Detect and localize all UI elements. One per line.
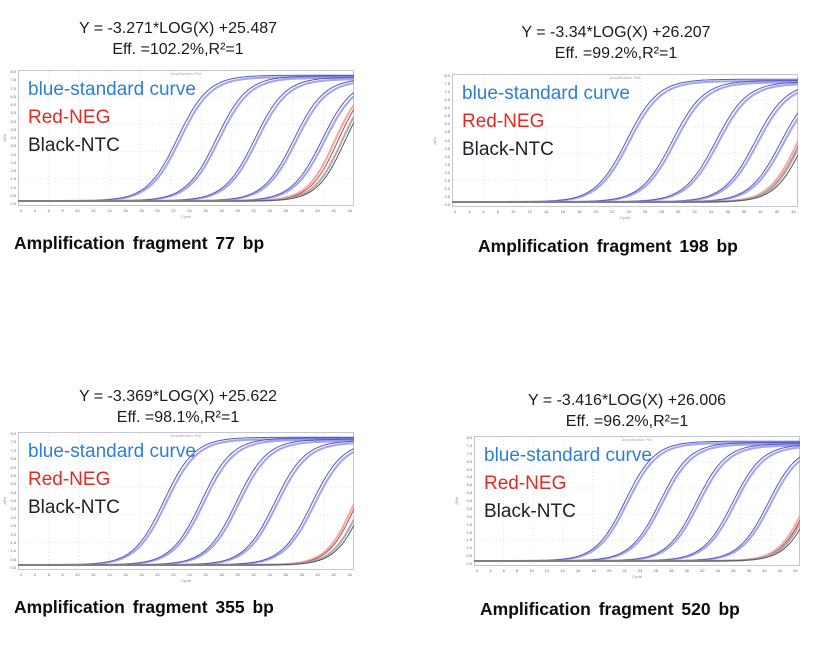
- regression-equation: Y = -3.34*LOG(X) +26.207: [521, 24, 711, 41]
- figure-caption: Amplification fragment 355 bp: [14, 597, 274, 617]
- figure-caption: Amplification fragment 198 bp: [478, 236, 738, 256]
- x-axis-ticks: 2 4 6 8 10 12 14 16 18 20 22 24 26 28 30 32 34 36 38 40 42 44: [20, 572, 352, 577]
- qpcr-panel-77bp: Y = -3.271*LOG(X) +25.487 Eff. =102.2%,R…: [0, 18, 356, 254]
- legend-standard-curve: blue-standard curve: [28, 441, 196, 462]
- plot-title: Amplification Plot: [170, 71, 202, 76]
- qpcr-panel-520bp: Y = -3.416*LOG(X) +26.006 Eff. =96.2%,R²…: [452, 390, 802, 620]
- figure-caption: Amplification fragment 520 bp: [480, 599, 740, 619]
- legend-neg: Red-NEG: [462, 111, 545, 132]
- y-axis-ticks: 8.0 7.5 7.0 6.5 6.0 5.5 5.0 4.5 4.0 3.5 3.0 2.5 2.0 1…: [10, 431, 16, 570]
- y-axis-label: ΔRn: [1, 497, 7, 505]
- legend-neg: Red-NEG: [28, 107, 111, 128]
- x-axis-ticks: 2 4 6 8 10 12 14 16 18 20 22 24 26 28 30 32 34 36 38 40 42 44: [476, 568, 798, 573]
- legend-neg: Red-NEG: [484, 473, 567, 494]
- plot-title: Amplification Plot: [609, 75, 641, 80]
- regression-equation: Y = -3.369*LOG(X) +25.622: [78, 388, 278, 405]
- x-axis-label: Cycle: [619, 215, 630, 220]
- x-axis-label: Cycle: [631, 574, 642, 579]
- y-axis-label: ΔRn: [453, 497, 459, 505]
- efficiency-text: Eff. =96.2%,R²=1: [565, 413, 689, 430]
- plot-legend: blue-standard curve Red-NEG Black-NTC: [28, 438, 196, 522]
- amplification-plot: [18, 432, 354, 570]
- legend-ntc: Black-NTC: [28, 135, 120, 156]
- efficiency-text: Eff. =98.1%,R²=1: [116, 409, 240, 426]
- legend-neg: Red-NEG: [28, 469, 111, 490]
- y-axis-ticks: 8.0 7.5 7.0 6.5 6.0 5.5 5.0 4.5 4.0 3.5 3.0 2.5 2.0 1…: [444, 73, 450, 207]
- plot-legend: blue-standard curve Red-NEG Black-NTC: [28, 76, 196, 160]
- regression-equation: Y = -3.271*LOG(X) +25.487: [78, 20, 278, 37]
- legend-ntc: Black-NTC: [462, 139, 554, 160]
- y-axis-ticks: 8.0 7.5 7.0 6.5 6.0 5.5 5.0 4.5 4.0 3.5 3.0 2.5 2.0 1…: [10, 69, 16, 206]
- amplification-plot: [452, 74, 798, 207]
- legend-standard-curve: blue-standard curve: [484, 445, 652, 466]
- plot-title: Amplification Plot: [621, 437, 653, 442]
- legend-standard-curve: blue-standard curve: [28, 79, 196, 100]
- y-axis-label: ΔRn: [431, 136, 437, 145]
- y-axis-ticks: 8.0 7.5 7.0 6.5 6.0 5.5 5.0 4.5 4.0 3.5 3.0 2.5 2.0 1…: [466, 435, 472, 566]
- legend-ntc: Black-NTC: [484, 501, 576, 522]
- plot-title: Amplification Plot: [170, 433, 202, 438]
- efficiency-text: Eff. =99.2%,R²=1: [554, 45, 678, 62]
- regression-equation: Y = -3.416*LOG(X) +26.006: [527, 392, 727, 409]
- qpcr-panel-198bp: Y = -3.34*LOG(X) +26.207 Eff. =99.2%,R²=…: [430, 22, 802, 257]
- x-axis-ticks: 2 4 6 8 10 12 14 16 18 20 22 24 26 28 30 32 34 36 38 40 42 44: [20, 208, 352, 213]
- amplification-plot: [474, 436, 800, 566]
- legend-standard-curve: blue-standard curve: [462, 83, 630, 104]
- legend-ntc: Black-NTC: [28, 497, 120, 518]
- amplification-plot: [18, 70, 354, 206]
- x-axis-ticks: 2 4 6 8 10 12 14 16 18 20 22 24 26 28 30 32 34 36 38 40 42 44: [454, 209, 796, 214]
- plot-legend: blue-standard curve Red-NEG Black-NTC: [462, 80, 630, 164]
- y-axis-label: ΔRn: [1, 134, 7, 142]
- x-axis-label: Cycle: [180, 578, 191, 583]
- plot-legend: blue-standard curve Red-NEG Black-NTC: [484, 442, 652, 526]
- x-axis-label: Cycle: [180, 214, 191, 219]
- efficiency-text: Eff. =102.2%,R²=1: [112, 41, 244, 58]
- qpcr-panel-355bp: Y = -3.369*LOG(X) +25.622 Eff. =98.1%,R²…: [0, 386, 356, 618]
- figure-caption: Amplification fragment 77 bp: [14, 233, 265, 253]
